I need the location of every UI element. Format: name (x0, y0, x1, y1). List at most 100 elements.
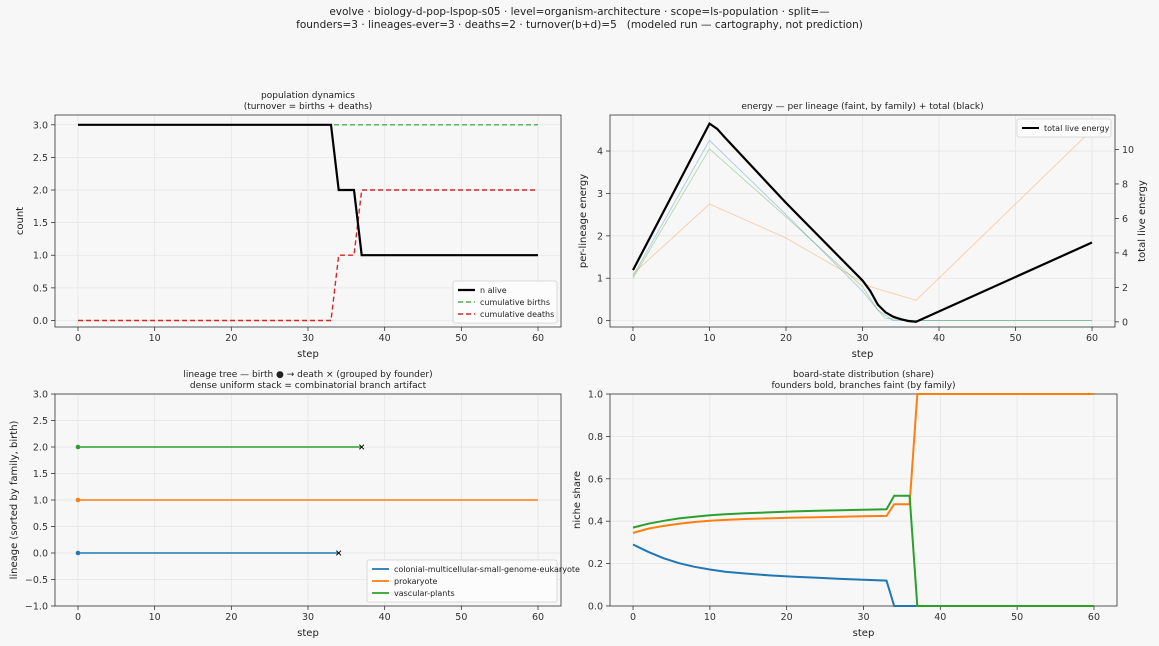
y-tick-label: −0.5 (25, 575, 48, 586)
legend-label: cumulative deaths (480, 310, 554, 319)
y-tick-label: 0.6 (588, 474, 603, 485)
y-axis-label: count (15, 207, 26, 235)
x-tick-label: 10 (149, 612, 161, 623)
chart-title: dense uniform stack = combinatorial bran… (190, 381, 427, 391)
x-tick-label: 20 (781, 612, 793, 623)
x-tick-label: 10 (703, 333, 715, 344)
chart-title: board-state distribution (share) (793, 370, 934, 380)
y-tick-label: 1.0 (33, 251, 48, 262)
y-tick-label: 1.0 (33, 496, 48, 507)
x-axis-label: step (297, 628, 319, 639)
x-tick-label: 10 (704, 612, 716, 623)
y-tick-label: 1.5 (33, 469, 48, 480)
figure-title-line1: evolve · biology-d-pop-lspop-s05 · level… (329, 6, 830, 18)
x-tick-label: 60 (1086, 333, 1098, 344)
y-tick-label: 0.0 (33, 549, 48, 560)
x-tick-label: 50 (1011, 612, 1023, 623)
birth-marker (75, 444, 81, 450)
x-tick-label: 50 (1009, 333, 1021, 344)
chart-title: lineage tree — birth ● → death × (groupe… (183, 370, 432, 380)
legend-label: total live energy (1044, 124, 1110, 133)
legend-frame (452, 280, 558, 324)
x-tick-label: 20 (225, 612, 237, 623)
legend: total live energy (1016, 118, 1112, 138)
chart-title: founders bold, branches faint (by family… (771, 381, 955, 391)
x-tick-label: 60 (532, 333, 544, 344)
y-tick-label: 0.2 (588, 559, 603, 570)
y-right-axis-label: total live energy (1137, 180, 1148, 262)
y-tick-label: 2.5 (33, 416, 48, 427)
x-tick-label: 0 (630, 333, 636, 344)
x-tick-label: 30 (302, 333, 314, 344)
x-tick-label: 40 (934, 612, 946, 623)
y-tick-label: 3 (597, 189, 603, 200)
y-tick-label: 2.0 (33, 443, 48, 454)
x-tick-label: 30 (857, 612, 869, 623)
legend-label: prokaryote (394, 577, 438, 586)
death-marker (336, 550, 342, 556)
legend: colonial-multicellular-small-genome-euka… (366, 559, 580, 603)
x-tick-label: 60 (532, 612, 544, 623)
y-right-tick-label: 4 (1122, 248, 1128, 259)
series-line (632, 494, 1094, 607)
series-line (632, 139, 1092, 322)
legend-label: colonial-multicellular-small-genome-euka… (394, 565, 580, 574)
y-tick-label: 0 (597, 316, 603, 327)
series-line (632, 129, 1093, 301)
y-tick-label: 0.5 (33, 283, 48, 294)
x-tick-label: 50 (455, 333, 467, 344)
y-tick-label: 0.4 (588, 517, 603, 528)
y-tick-label: 2 (597, 231, 603, 242)
x-axis-label: step (852, 349, 874, 360)
y-right-tick-label: 6 (1122, 214, 1128, 225)
x-tick-label: 50 (455, 612, 467, 623)
y-tick-label: 0.5 (33, 522, 48, 533)
y-tick-label: 1 (597, 274, 603, 285)
y-tick-label: −1.0 (25, 602, 48, 613)
chart-lineage-tree: 0 10 20 30 40 50 60 −1.0 −0.5 0.0 0.5 1.0 1.5 2.0 2.5 3… (9, 370, 580, 639)
x-tick-label: 0 (630, 612, 636, 623)
y-tick-label: 3.0 (33, 390, 48, 401)
legend-label: n alive (480, 286, 507, 295)
y-axis-label: lineage (sorted by family, birth) (9, 420, 20, 579)
y-right-tick-label: 2 (1122, 283, 1128, 294)
y-tick-label: 1.0 (588, 390, 603, 401)
y-tick-label: 4 (597, 147, 603, 158)
legend-frame (1016, 118, 1112, 138)
y-tick-label: 3.0 (33, 120, 48, 131)
series-line (632, 393, 1094, 534)
x-tick-label: 20 (225, 333, 237, 344)
y-tick-label: 0.0 (588, 602, 603, 613)
x-tick-label: 60 (1088, 612, 1100, 623)
death-x-stroke (336, 550, 342, 556)
x-axis-label: step (297, 349, 319, 360)
y-axis-label: niche share (572, 471, 583, 529)
y-tick-label: 2.0 (33, 186, 48, 197)
x-tick-label: 0 (75, 612, 81, 623)
y-right-tick-label: 10 (1122, 145, 1134, 156)
chart-population: 0 10 20 30 40 50 60 0.0 0.5 1.0 1.5 2.0 2.5 3.0 step co… (15, 91, 562, 360)
x-tick-label: 0 (75, 333, 81, 344)
y-tick-label: 0.8 (588, 432, 603, 443)
birth-marker (75, 550, 81, 556)
chart-title: population dynamics (261, 91, 355, 101)
y-right-tick-label: 0 (1122, 317, 1128, 328)
x-tick-label: 40 (379, 612, 391, 623)
x-tick-label: 20 (780, 333, 792, 344)
y-tick-label: 2.5 (33, 153, 48, 164)
birth-marker (75, 497, 81, 503)
y-tick-label: 1.5 (33, 218, 48, 229)
series-line (78, 123, 538, 257)
series-line (78, 189, 538, 322)
y-tick-label: 0.0 (33, 316, 48, 327)
x-axis-label: step (853, 628, 875, 639)
legend-label: cumulative births (480, 298, 550, 307)
y-axis-label: per-lineage energy (578, 174, 589, 268)
x-tick-label: 10 (149, 333, 161, 344)
legend-frame (366, 559, 558, 603)
series-line (632, 543, 1094, 607)
death-marker (359, 444, 365, 450)
chart-title: energy — per lineage (faint, by family) … (741, 102, 983, 112)
